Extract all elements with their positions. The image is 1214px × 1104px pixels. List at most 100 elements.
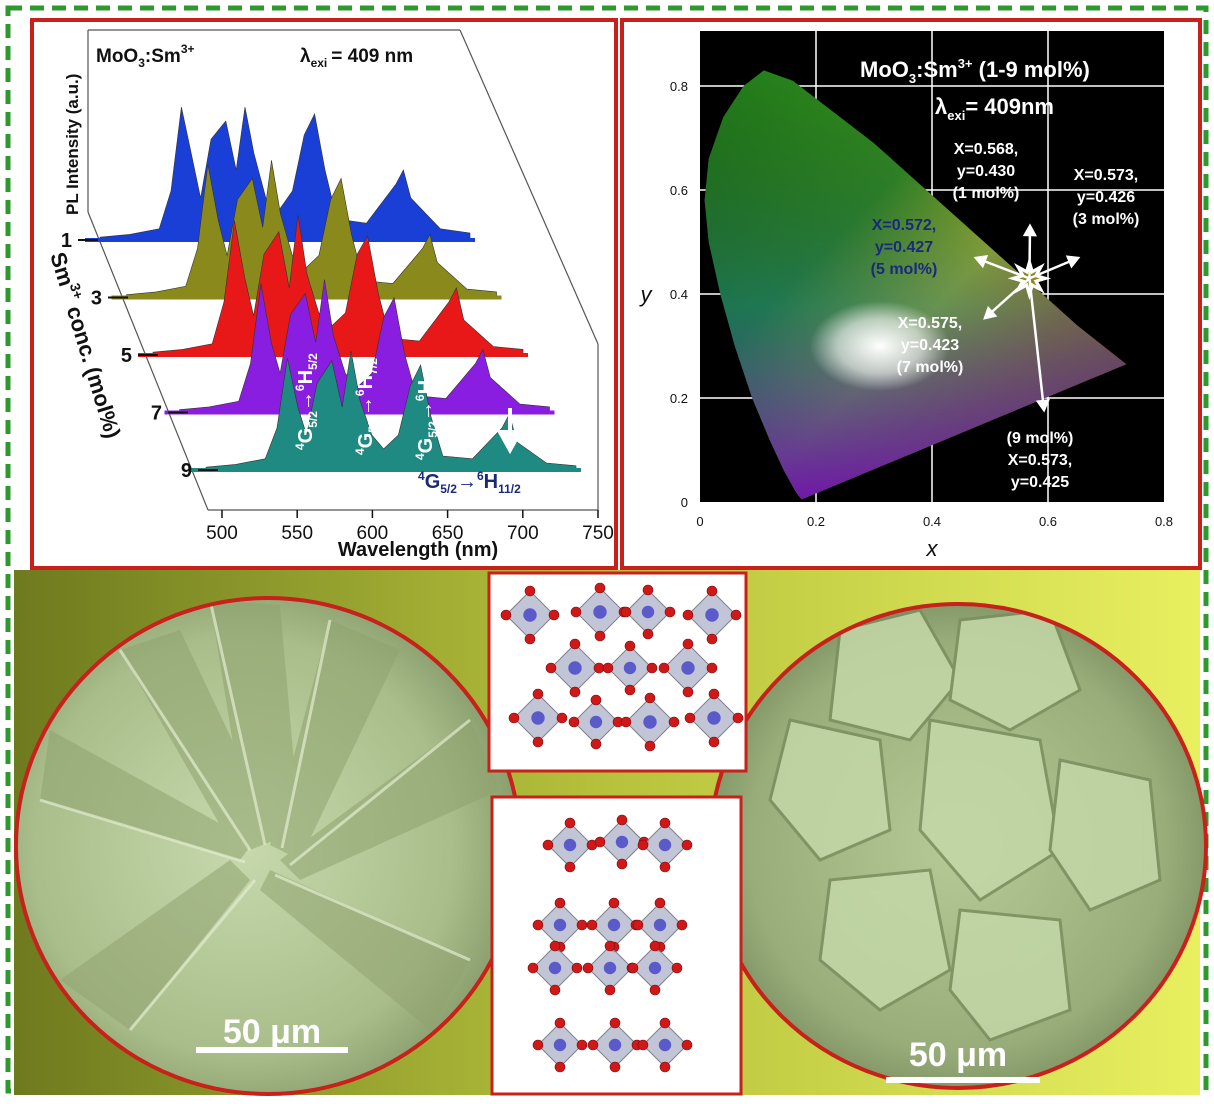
- sem-image-right: [708, 602, 1208, 1090]
- pl-xtick-label-500: 500: [206, 523, 238, 544]
- cie-point-label-5-line-1: (9 mol%): [1007, 430, 1074, 447]
- crystal-bottom-oxygen-atom-7-4: [527, 962, 539, 974]
- crystal-bottom-metal-atom-9: [648, 961, 662, 975]
- crystal-top-oxygen-atom-4-3: [706, 633, 718, 645]
- crystal-bottom-oxygen-atom-2-4: [594, 836, 606, 848]
- cie-arrowhead-3: [973, 254, 989, 269]
- crystal-top-oxygen-atom-7-1: [682, 638, 694, 650]
- cie-xtick-0.6: 0.6: [1039, 514, 1057, 529]
- crystal-structure-bottom: [490, 795, 743, 1096]
- crystal-top-metal-atom-1: [523, 608, 537, 622]
- crystal-bottom-oxygen-atom-8-4: [582, 962, 594, 974]
- crystal-bottom-oxygen-atom-7-3: [549, 984, 561, 996]
- crystal-top-oxygen-atom-9-3: [590, 738, 602, 750]
- crystal-bottom-metal-atom-1: [563, 838, 577, 852]
- crystal-top-oxygen-atom-3-1: [642, 584, 654, 596]
- scale-label-left: 50 μm: [223, 1013, 321, 1051]
- crystal-top-metal-atom-7: [681, 661, 695, 675]
- crystal-top-oxygen-atom-1-1: [524, 585, 536, 597]
- cie-arrowhead-1: [1022, 223, 1038, 237]
- pl-ztick-label-3: 3: [91, 288, 102, 310]
- pl-lambda-sub: exi: [311, 56, 328, 70]
- crystal-top-oxygen-atom-9-1: [590, 694, 602, 706]
- cie-point-label-3-line-2: y=0.427: [875, 239, 933, 256]
- pl-zlabel-sup: 3+: [67, 281, 87, 301]
- cie-point-label-2-line-2: y=0.426: [1077, 189, 1135, 206]
- crystal-bottom-oxygen-atom-6-4: [632, 919, 644, 931]
- crystal-bottom-oxygen-atom-1-3: [564, 861, 576, 873]
- cie-point-label-5-line-2: X=0.573,: [1008, 452, 1073, 469]
- crystal-top-oxygen-atom-5-3: [569, 686, 581, 698]
- crystal-top-metal-atom-8: [531, 711, 545, 725]
- pl-xtick-label-650: 650: [432, 523, 464, 544]
- crystal-bottom-metal-atom-6: [653, 918, 667, 932]
- crystal-top-oxygen-atom-11-3: [708, 736, 720, 748]
- crystal-top-oxygen-atom-4-4: [682, 609, 694, 621]
- crystal-bottom-oxygen-atom-3-3: [659, 861, 671, 873]
- crystal-top-oxygen-atom-3-4: [620, 606, 632, 618]
- crystal-top-metal-atom-5: [568, 661, 582, 675]
- cie-xtick-0.4: 0.4: [923, 514, 941, 529]
- crystal-top-metal-atom-6: [623, 661, 637, 675]
- crystal-bottom-metal-atom-7: [548, 961, 562, 975]
- crystal-top-oxygen-atom-8-1: [532, 688, 544, 700]
- cie-panel: 0 0.2 0.4 0.6 0.8 0 0.2 0.4 0.6 0.8 x y MoO3:Sm3+ (1…: [620, 18, 1202, 570]
- crystal-bottom-oxygen-atom-2-3: [616, 858, 628, 870]
- down-arrow-icon: [496, 408, 524, 455]
- cie-ytick-0.2: 0.2: [670, 391, 688, 406]
- crystal-bottom-oxygen-atom-7-2: [571, 962, 583, 974]
- crystal-top-metal-atom-2: [593, 605, 607, 619]
- pl-ylabel: PL Intensity (a.u.): [63, 74, 82, 215]
- crystal-bottom-oxygen-atom-12-4: [637, 1039, 649, 1051]
- crystal-bottom-oxygen-atom-10-2: [576, 1039, 588, 1051]
- crystal-bottom-oxygen-atom-1-4: [542, 839, 554, 851]
- crystal-bottom-oxygen-atom-1-1: [564, 817, 576, 829]
- cie-arrow-5: [1028, 278, 1046, 411]
- crystal-top-oxygen-atom-11-4: [684, 712, 696, 724]
- crystal-bottom-oxygen-atom-5-1: [608, 897, 620, 909]
- cie-point-label-3-line-3: (5 mol%): [871, 261, 938, 278]
- crystal-bottom-oxygen-atom-4-4: [532, 919, 544, 931]
- crystal-bottom-oxygen-atom-10-4: [532, 1039, 544, 1051]
- cie-ytick-0.4: 0.4: [670, 287, 688, 302]
- crystal-top-oxygen-atom-7-4: [658, 662, 670, 674]
- crystal-top-oxygen-atom-1-4: [500, 609, 512, 621]
- crystal-top-oxygen-atom-6-2: [646, 662, 658, 674]
- cie-point-label-2-line-1: X=0.573,: [1074, 167, 1139, 184]
- crystal-top-metal-atom-3: [641, 605, 655, 619]
- cie-lambda: λexi= 409nm: [935, 94, 1054, 123]
- cie-ytick-0.8: 0.8: [670, 79, 688, 94]
- crystal-bottom-oxygen-atom-9-4: [627, 962, 639, 974]
- crystal-top-oxygen-atom-5-4: [545, 662, 557, 674]
- crystal-top-oxygen-atom-2-4: [570, 606, 582, 618]
- crystal-bottom-oxygen-atom-6-2: [676, 919, 688, 931]
- crystal-top-oxygen-atom-2-1: [594, 582, 606, 594]
- cie-xtick-0.2: 0.2: [807, 514, 825, 529]
- crystal-bottom-oxygen-atom-3-2: [681, 839, 693, 851]
- crystal-structure-top: [487, 571, 748, 773]
- cie-point-label-1-line-3: (1 mol%): [953, 185, 1020, 202]
- pl-ztick-label-1: 1: [61, 230, 72, 252]
- crystal-top-oxygen-atom-5-1: [569, 638, 581, 650]
- crystal-bottom-oxygen-atom-11-4: [587, 1039, 599, 1051]
- cie-arrowhead-2: [1065, 255, 1081, 269]
- cie-point-label-1-line-1: X=0.568,: [954, 141, 1019, 158]
- crystal-top-oxygen-atom-4-1: [706, 585, 718, 597]
- crystal-bottom-oxygen-atom-12-3: [659, 1061, 671, 1073]
- crystal-top-oxygen-atom-8-2: [556, 712, 568, 724]
- crystal-top-oxygen-atom-5-2: [593, 662, 605, 674]
- crystal-bottom-metal-atom-10: [553, 1038, 567, 1052]
- crystal-bottom-oxygen-atom-8-1: [604, 940, 616, 952]
- cie-title: MoO3:Sm3+ (1-9 mol%): [860, 56, 1090, 86]
- crystal-top-oxygen-atom-8-3: [532, 736, 544, 748]
- pl-ztick-label-5: 5: [121, 345, 132, 367]
- crystal-top-oxygen-atom-6-3: [624, 684, 636, 696]
- cie-arrowhead-5: [1035, 399, 1050, 413]
- cie-xlabel: x: [926, 536, 939, 561]
- cie-point-label-2-line-3: (3 mol%): [1073, 211, 1140, 228]
- svg-text:λexi= 409 nm: λexi = 409 nm: [300, 46, 413, 70]
- crystal-bottom-metal-atom-11: [608, 1038, 622, 1052]
